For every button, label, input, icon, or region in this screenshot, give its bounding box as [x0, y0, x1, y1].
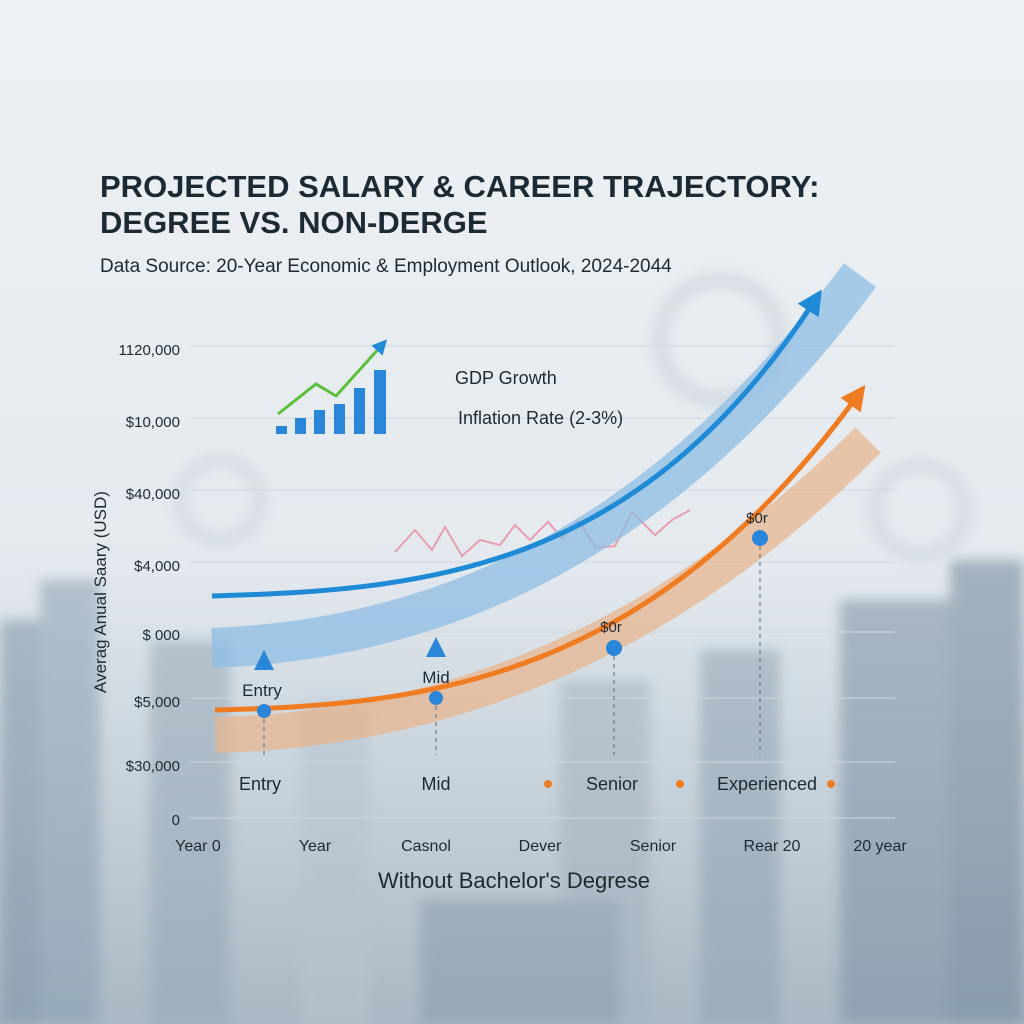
point-label: $0r — [600, 619, 622, 636]
drop-lines — [263, 538, 761, 755]
x-tick-label: Year — [299, 838, 332, 855]
degree-line — [211, 289, 822, 599]
y-tick-label: $5,000 — [134, 694, 180, 711]
y-tick-label: $40,000 — [126, 486, 180, 503]
legend-dot — [827, 780, 835, 788]
y-axis-title: Averag Anual Saary (USD) — [91, 491, 110, 693]
growth-icon — [276, 339, 388, 434]
x-tick-label: Dever — [519, 838, 562, 855]
markers — [254, 530, 768, 718]
point-label: $0r — [746, 510, 768, 527]
legend-label: Experienced — [717, 774, 817, 794]
subtitle: Data Source: 20-Year Economic & Employme… — [100, 256, 672, 277]
y-ticks: 1120,000 $10,000 $40,000 $4,000 $ 000 $5… — [119, 342, 180, 829]
legend-label: Mid — [421, 774, 450, 794]
x-tick-label: Senior — [630, 838, 677, 855]
degree-band — [211, 263, 877, 668]
legend-dot — [544, 780, 552, 788]
title: DEGREE VS. NON-DERGE — [100, 205, 488, 240]
x-tick-label: 20 year — [853, 838, 907, 855]
legend-label: Entry — [239, 774, 281, 794]
y-tick-label: 1120,000 — [119, 342, 180, 359]
y-tick-label: $30,000 — [126, 758, 180, 775]
legend-label: Senior — [586, 774, 638, 794]
annotation: Inflation Rate (2-3%) — [458, 408, 623, 428]
non-degree-band — [214, 427, 881, 753]
non-degree-line — [214, 384, 866, 713]
city-skyline — [0, 271, 1024, 1024]
y-tick-label: $10,000 — [126, 414, 180, 431]
title: PROJECTED SALARY & CAREER TRAJECTORY: — [100, 169, 819, 204]
point-label: Mid — [422, 668, 449, 687]
y-tick-label: $ 000 — [142, 627, 180, 644]
x-tick-label: Year 0 — [175, 838, 221, 855]
y-tick-label: $4,000 — [134, 558, 180, 575]
x-tick-label: Casnol — [401, 838, 451, 855]
x-axis-title: Without Bachelor's Degrese — [378, 868, 650, 893]
annotation: GDP Growth — [455, 368, 557, 388]
y-tick-label: 0 — [172, 812, 180, 829]
point-label: Entry — [242, 681, 282, 700]
x-tick-label: Rear 20 — [744, 838, 801, 855]
legend-dot — [676, 780, 684, 788]
